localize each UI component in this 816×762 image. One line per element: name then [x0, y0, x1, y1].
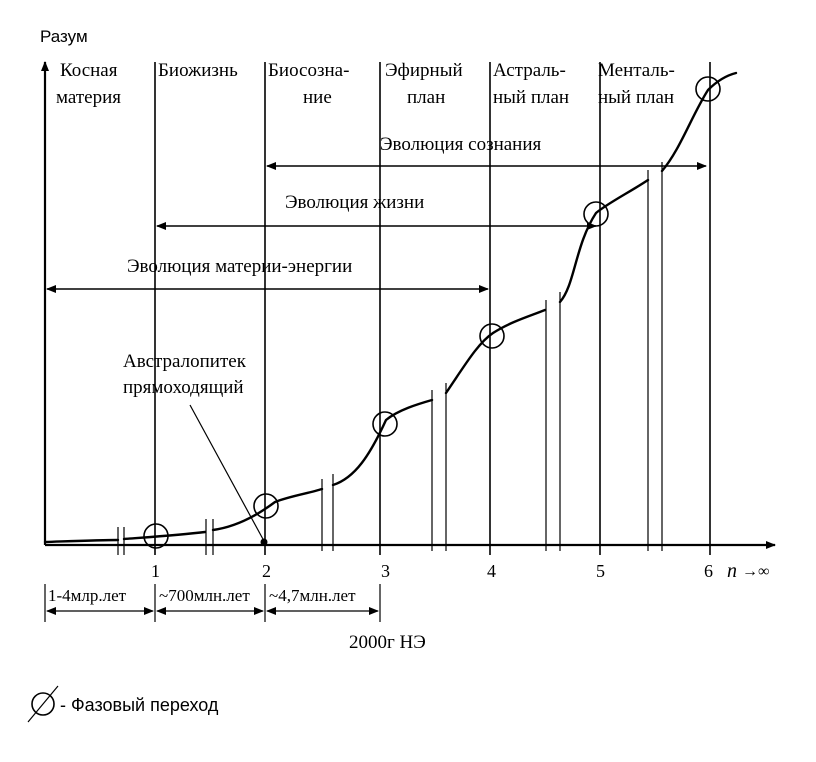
curve-segment-7 — [660, 71, 738, 173]
y-axis-label: Разум — [40, 27, 88, 46]
zone-etheric-line2: план — [407, 87, 445, 108]
zone-astral-line1: Астраль- — [493, 60, 566, 81]
zone-mental-line2: ный план — [598, 87, 674, 108]
phase-circle-3 — [372, 411, 398, 437]
curve-segment-1 — [43, 538, 120, 544]
phase-circle-2 — [253, 493, 279, 519]
span-consciousness-label: Эволюция сознания — [380, 134, 542, 155]
span-life-label: Эволюция жизни — [285, 192, 424, 213]
legend: - Фазовый переход — [27, 685, 219, 723]
tick-1: 1 — [151, 561, 160, 581]
legend-label: - Фазовый переход — [60, 695, 219, 715]
zone-biolife-line1: Биожизнь — [158, 60, 238, 81]
curve-break-marks — [117, 162, 663, 555]
curve-segment-2 — [122, 530, 207, 541]
legend-phase-icon-stroke — [27, 685, 59, 723]
zone-matter-line2: материя — [56, 87, 121, 108]
annotation-point — [260, 538, 268, 546]
zone-mental-line1: Менталь- — [598, 60, 675, 81]
zone-etheric-line1: Эфирный — [385, 60, 463, 81]
zone-matter-line1: Косная — [60, 60, 118, 81]
zone-astral-line2: ный план — [493, 87, 569, 108]
curve-segment-3 — [211, 487, 324, 532]
phase-circle-4 — [479, 323, 505, 349]
duration-3: ~4,7млн.лет — [269, 586, 356, 605]
phase-circle-5 — [583, 201, 609, 227]
tick-3: 3 — [381, 561, 390, 581]
tick-2: 2 — [262, 561, 271, 581]
curve-segment-5 — [444, 308, 547, 395]
annotation-line2: прямоходящий — [123, 377, 244, 398]
duration-brackets — [44, 584, 381, 622]
annotation-line1: Австралопитек — [123, 351, 247, 372]
tick-6: 6 — [704, 561, 713, 581]
tick-4: 4 — [487, 561, 496, 581]
phase-transitions — [143, 76, 721, 549]
annotation-pointer — [189, 404, 265, 542]
span-matter-label: Эволюция материи-энергии — [127, 256, 352, 277]
phase-circle-6 — [695, 76, 721, 102]
x-axis-infinity: →∞ — [742, 563, 769, 580]
zone-bioconsciousness-line2: ние — [303, 87, 332, 108]
duration-2: ~700млн.лет — [159, 586, 250, 605]
x-axis-label: n — [727, 560, 737, 582]
duration-1: 1-4млр.лет — [48, 586, 127, 605]
legend-phase-icon — [31, 692, 55, 716]
zone-bioconsciousness-line1: Биосозна- — [268, 60, 349, 81]
era-label: 2000г НЭ — [349, 632, 426, 653]
tick-5: 5 — [596, 561, 605, 581]
curve-segment-4 — [331, 398, 434, 487]
phase-circle-1 — [143, 523, 169, 549]
curve-segment-6 — [558, 178, 650, 304]
